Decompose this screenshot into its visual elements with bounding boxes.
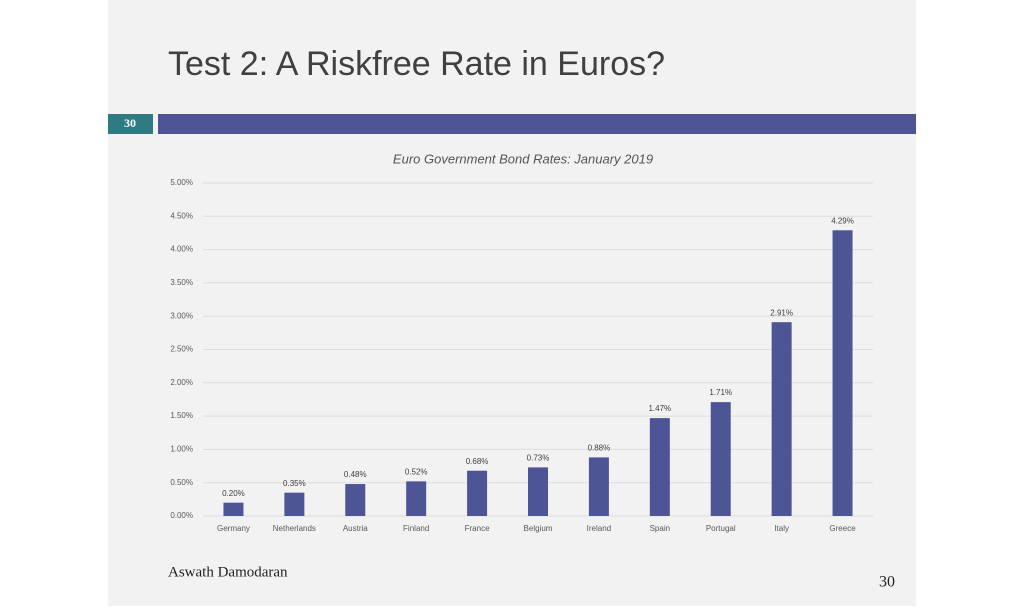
x-tick-label: Germany [217,524,250,533]
bar [467,470,488,516]
slide-title: Test 2: A Riskfree Rate in Euros? [168,45,665,83]
slide-number: 30 [124,116,136,130]
x-tick-label: Belgium [524,524,553,533]
data-label: 0.35% [283,479,306,488]
bar [223,502,244,516]
bar [710,402,731,516]
bar [771,322,792,516]
x-tick-label: Greece [829,524,856,533]
x-tick-label: Netherlands [273,524,316,533]
x-tick-label: Ireland [587,524,611,533]
y-tick-label: 2.00% [170,378,193,387]
author: Aswath Damodaran [168,564,288,580]
data-label: 0.52% [405,467,428,476]
y-tick-label: 3.50% [170,278,193,287]
page-number: 30 [879,574,895,591]
data-label: 2.91% [770,308,793,317]
x-tick-label: Austria [343,524,368,533]
y-tick-label: 4.00% [170,245,193,254]
y-tick-label: 4.50% [170,211,193,220]
slide-number-box [108,114,153,134]
y-tick-label: 2.50% [170,345,193,354]
data-label: 1.47% [648,404,671,413]
data-label: 0.68% [466,457,489,466]
bar [588,457,609,516]
bar [649,418,670,516]
x-tick-label: Italy [774,524,789,533]
x-tick-label: Spain [650,524,670,533]
x-tick-label: Portugal [706,524,736,533]
data-label: 0.48% [344,470,367,479]
y-tick-label: 3.00% [170,311,193,320]
bar [345,484,366,516]
header-bar [158,114,916,134]
y-tick-label: 5.00% [170,178,193,187]
y-tick-label: 1.00% [170,445,193,454]
data-label: 0.20% [222,489,245,498]
bar [832,230,853,516]
bar [284,492,305,516]
x-tick-label: France [465,524,490,533]
y-tick-label: 0.50% [170,478,193,487]
y-tick-label: 1.50% [170,411,193,420]
chart-title: Euro Government Bond Rates: January 2019 [393,151,653,166]
data-label: 0.73% [527,453,550,462]
bar [406,481,427,516]
bar [528,467,548,516]
data-label: 0.88% [588,444,611,453]
x-tick-label: Finland [403,524,429,533]
data-label: 4.29% [831,216,854,225]
y-tick-label: 0.00% [170,511,193,520]
data-label: 1.71% [709,388,732,397]
